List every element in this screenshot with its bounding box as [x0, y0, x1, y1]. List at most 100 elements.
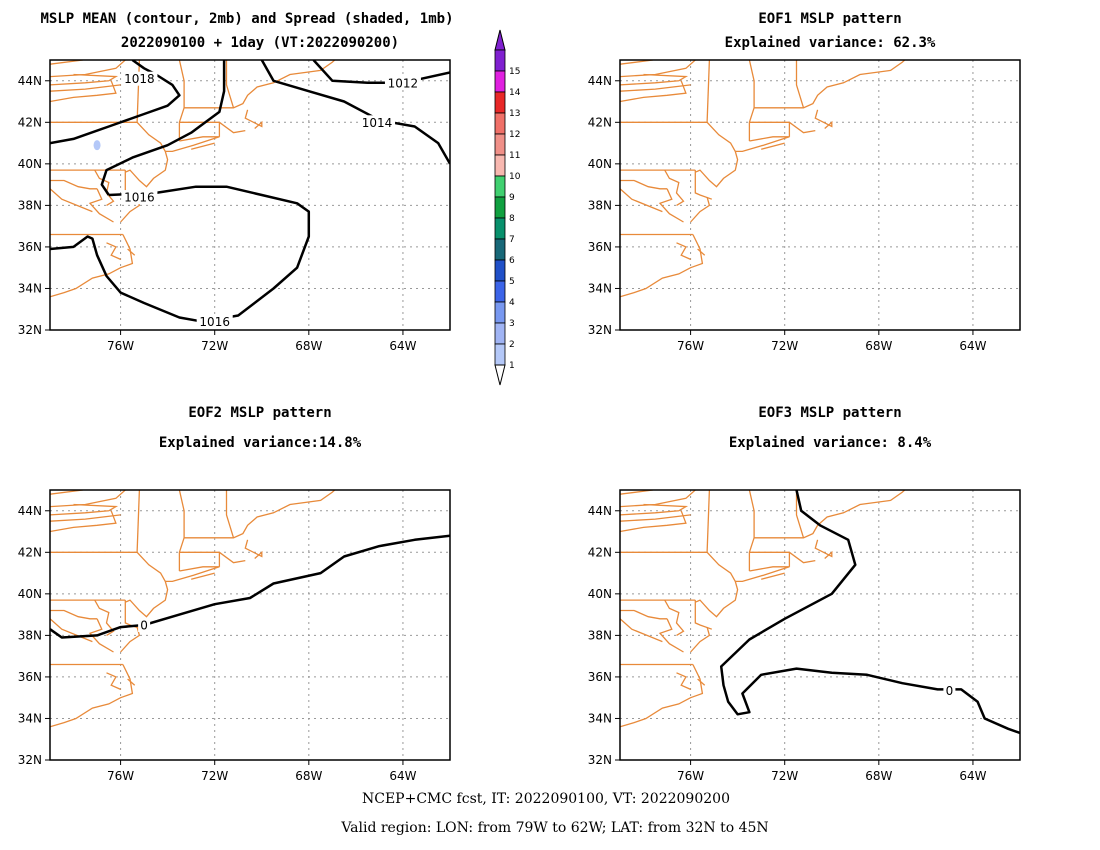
map-area: 0	[50, 490, 450, 760]
contour-label-bg	[138, 618, 151, 632]
y-tick-label: 34N	[588, 711, 612, 725]
coastline	[664, 599, 685, 636]
map-frame	[619, 489, 1021, 761]
coastline	[795, 60, 805, 108]
x-tick-label: 72W	[201, 339, 228, 353]
coastline	[694, 600, 713, 630]
colorbar-label: 9	[509, 193, 515, 203]
coastline	[94, 169, 115, 206]
panel-eof2-title: EOF2 MSLP pattern Explained variance:14.…	[159, 405, 362, 451]
coastline	[620, 490, 696, 508]
coastline	[735, 136, 790, 153]
coastline	[695, 151, 739, 188]
panel-mean-title: MSLP MEAN (contour, 2mb) and Spread (sha…	[40, 11, 453, 51]
coastline	[814, 109, 833, 129]
contour-label: 0	[140, 619, 148, 633]
contour-label: 1018	[124, 72, 155, 86]
coastline	[120, 626, 141, 653]
contour-line	[50, 60, 181, 145]
coastline	[50, 84, 121, 92]
x-tick-label: 68W	[865, 769, 892, 783]
coastline	[50, 510, 117, 533]
x-tick-label: 76W	[677, 769, 704, 783]
colorbar-segment	[494, 217, 506, 240]
x-tick-label: 64W	[959, 339, 986, 353]
x-tick-label: 68W	[295, 339, 322, 353]
coastline	[761, 572, 785, 580]
map-frame	[49, 489, 451, 761]
x-tick-label: 72W	[771, 339, 798, 353]
colorbar-label: 15	[509, 67, 520, 77]
coastline	[94, 599, 115, 636]
coastline	[754, 490, 906, 539]
coastline	[165, 136, 220, 153]
y-tick-label: 36N	[588, 240, 612, 254]
x-tick-label: 68W	[295, 769, 322, 783]
y-tick-label: 36N	[18, 670, 42, 684]
colorbar-segment	[494, 301, 506, 324]
coastline	[620, 179, 668, 190]
colorbar-label: 1	[509, 361, 515, 371]
y-tick-label: 38N	[588, 198, 612, 212]
map-panel-eof3: 0 76W 72W 68W 64W 32N 34N 36N 38N 40N 42N 44N	[588, 489, 1021, 783]
y-tick-label: 34N	[18, 281, 42, 295]
coastline	[761, 142, 785, 150]
coastline	[184, 490, 336, 539]
colorbar-segment	[494, 280, 506, 303]
mean-title-line1: MSLP MEAN (contour, 2mb) and Spread (sha…	[40, 11, 453, 27]
y-tick-label: 34N	[18, 711, 42, 725]
coastline	[178, 490, 185, 571]
coastline	[184, 60, 336, 109]
y-tick-label: 40N	[18, 157, 42, 171]
coastline	[620, 121, 736, 152]
coastline	[620, 551, 736, 582]
eof1-title-line2: Explained variance: 62.3%	[725, 35, 936, 51]
map-area: 0	[620, 490, 1020, 760]
y-tick-label: 42N	[18, 545, 42, 559]
panel-eof1-title: EOF1 MSLP pattern Explained variance: 62…	[725, 11, 936, 51]
x-tick-label: 64W	[959, 769, 986, 783]
eof1-title-line1: EOF1 MSLP pattern	[758, 11, 901, 27]
coastline	[127, 678, 136, 686]
coastline	[225, 60, 235, 108]
colorbar-label: 12	[509, 130, 520, 140]
coastline	[749, 551, 816, 564]
coastline	[50, 80, 117, 103]
coastline	[136, 60, 141, 123]
colorbar-over-arrow	[494, 29, 506, 51]
coastline	[748, 60, 755, 141]
eof3-title-line1: EOF3 MSLP pattern	[758, 405, 901, 421]
coastline	[658, 618, 684, 653]
y-tick-label: 40N	[18, 587, 42, 601]
coastline	[620, 609, 668, 620]
x-tick-label: 72W	[201, 769, 228, 783]
contour-label: 1016	[199, 315, 230, 329]
coastline	[748, 490, 755, 571]
colorbar-segment	[494, 196, 506, 219]
coastline	[50, 73, 119, 86]
map-area	[620, 60, 1020, 330]
coastline	[795, 490, 805, 538]
coastline	[620, 664, 704, 728]
coastline	[690, 626, 711, 653]
colorbar-segment	[494, 175, 506, 198]
coastline	[50, 503, 119, 516]
y-tick-label: 32N	[588, 753, 612, 767]
mean-title-line2: 2022090100 + 1day (VT:2022090200)	[121, 35, 399, 51]
coastline	[106, 672, 121, 690]
y-tick-label: 44N	[18, 504, 42, 518]
coastline	[697, 248, 706, 256]
contour-label-bg	[196, 314, 233, 329]
colorbar-label: 13	[509, 109, 520, 119]
coastline	[695, 581, 739, 618]
coastline	[620, 503, 689, 516]
footer-valid-region: Valid region: LON: from 79W to 62W; LAT:…	[340, 820, 768, 836]
coastline	[179, 551, 246, 564]
colorbar-segment	[494, 49, 506, 72]
coastline	[165, 566, 220, 583]
contour-label: 1016	[124, 191, 155, 205]
x-tick-label: 72W	[771, 769, 798, 783]
coastline	[244, 109, 263, 129]
